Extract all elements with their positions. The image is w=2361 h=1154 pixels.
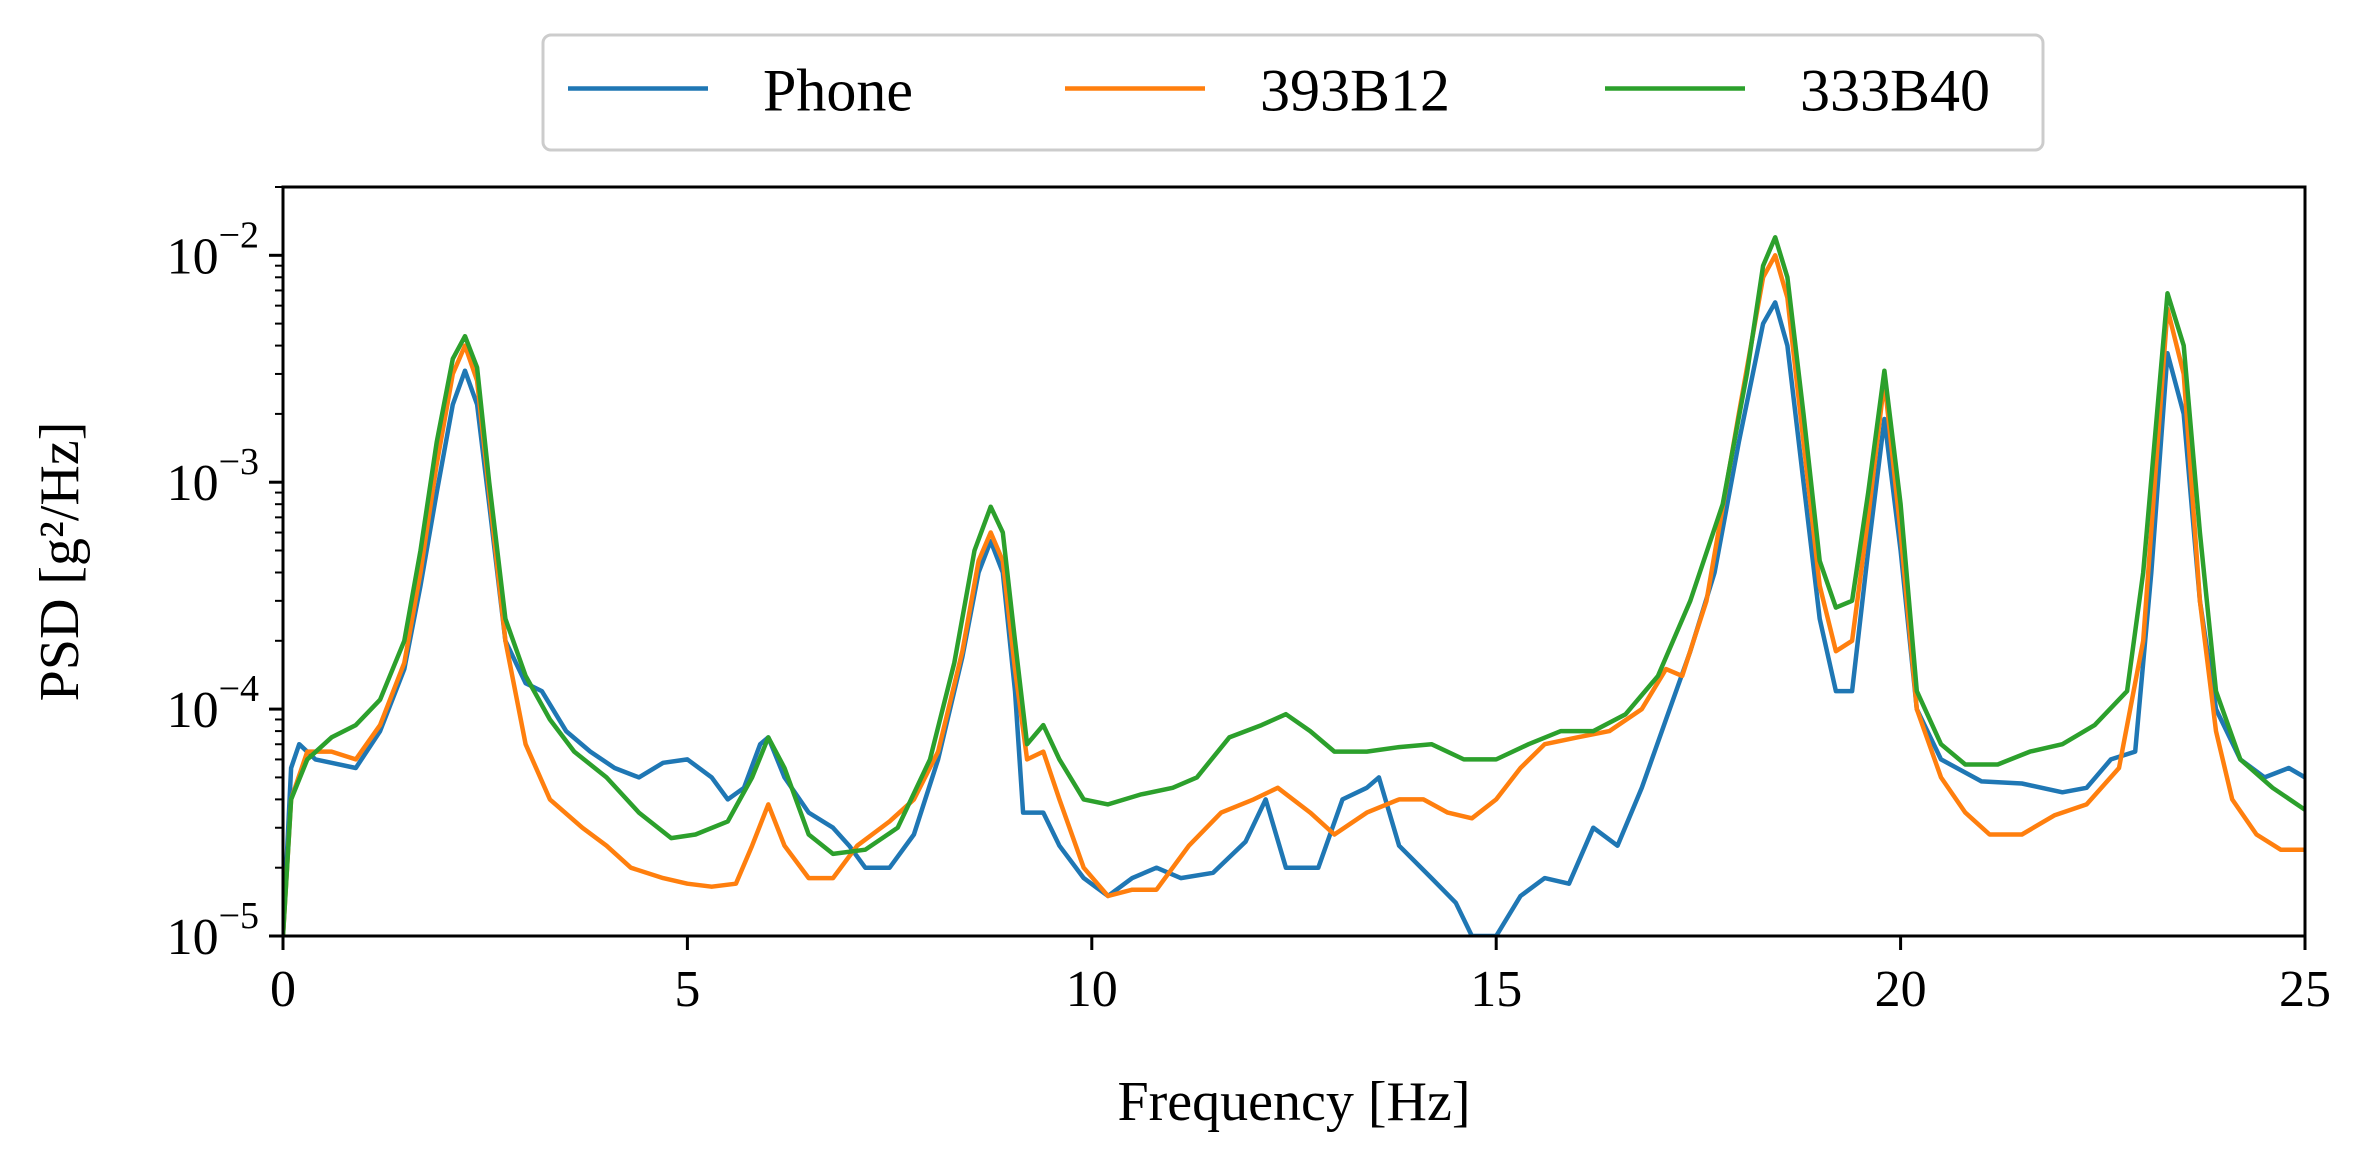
- series-line-333b40: [283, 235, 2305, 936]
- plot-frame: [281, 185, 2307, 938]
- legend-label-393b12: 393B12: [1260, 58, 1450, 124]
- x-tick-label: 15: [1470, 961, 1522, 1018]
- legend-box: [541, 33, 2045, 152]
- x-tick-label: 5: [674, 961, 700, 1018]
- x-tick-label: 25: [2279, 961, 2331, 1018]
- series-line-phone: [283, 300, 2305, 936]
- y-tick-label: 10−2: [167, 214, 259, 285]
- y-axis-title: PSD [g²/Hz]: [29, 422, 91, 702]
- y-tick-label: 10−5: [167, 895, 259, 966]
- x-axis-ticks: 0 5 10 15 20 25: [270, 936, 2331, 1018]
- y-tick-label: 10−4: [167, 668, 259, 739]
- x-tick-label: 10: [1066, 961, 1118, 1018]
- x-tick-label: 20: [1875, 961, 1927, 1018]
- y-tick-label: 10−3: [167, 441, 259, 512]
- legend: Phone 393B12 333B40: [541, 33, 2045, 152]
- series-layer: [283, 235, 2305, 936]
- x-tick-label: 0: [270, 961, 296, 1018]
- series-line-393b12: [283, 253, 2305, 936]
- legend-label-333b40: 333B40: [1800, 58, 1990, 124]
- x-axis-title: Frequency [Hz]: [1118, 1071, 1471, 1133]
- y-axis-ticks: 10−5 10−4 10−3 10−2: [167, 186, 283, 966]
- legend-label-phone: Phone: [763, 58, 913, 124]
